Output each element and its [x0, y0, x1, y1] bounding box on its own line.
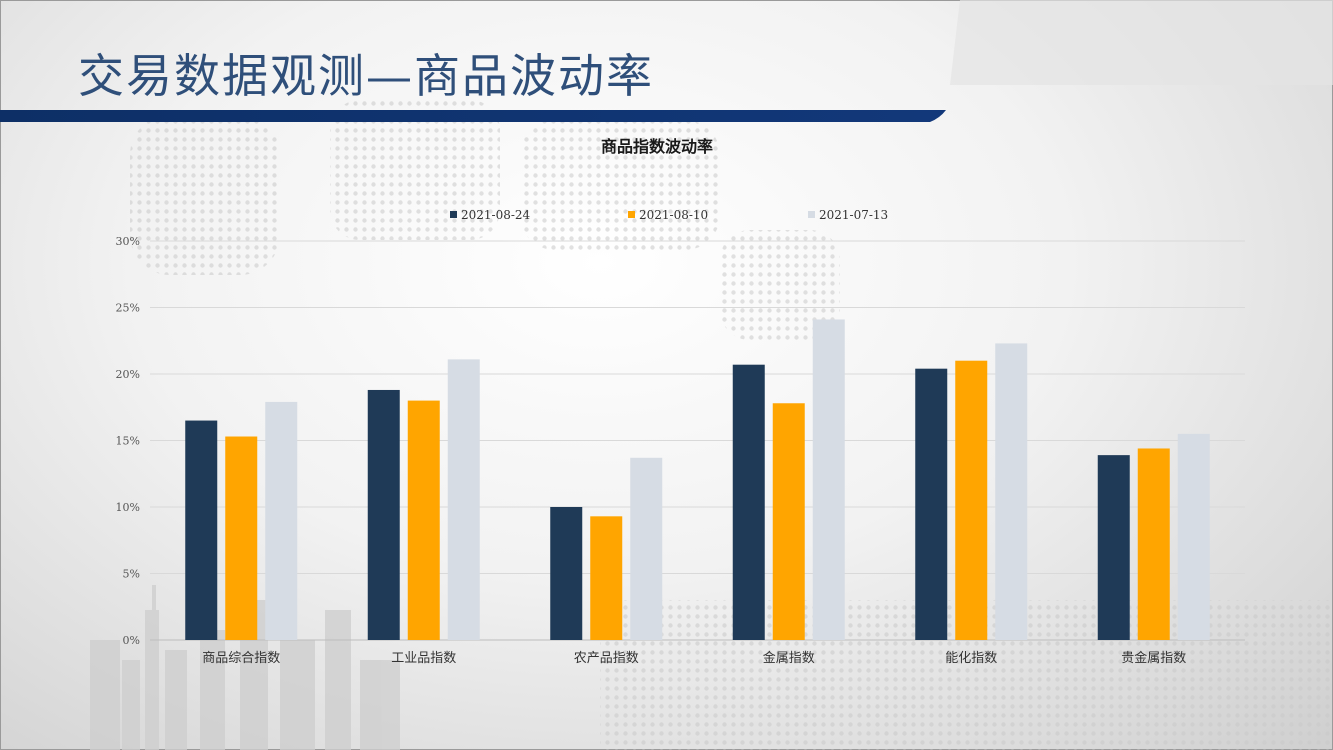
bar-3-5 — [995, 343, 1028, 640]
y-tick-label: 10% — [116, 501, 140, 514]
bar-3-4 — [812, 319, 845, 640]
bar-1-3 — [550, 507, 583, 640]
legend-swatch — [808, 211, 815, 218]
legend-label: 2021-07-13 — [819, 208, 888, 222]
slide-title: 交易数据观测—商品波动率 — [78, 49, 654, 103]
bar-2-2 — [407, 400, 440, 640]
x-tick-label: 金属指数 — [763, 650, 815, 666]
y-tick-label: 30% — [116, 235, 140, 248]
bar-1-5 — [915, 368, 948, 640]
bar-3-2 — [447, 359, 480, 640]
x-axis: 商品综合指数 工业品指数 农产品指数 金属指数 能化指数 贵金属指数 — [202, 650, 1186, 666]
bar-1-6 — [1097, 455, 1130, 640]
bar-2-3 — [590, 516, 623, 640]
bar-2-5 — [955, 360, 988, 640]
legend-swatch — [450, 211, 457, 218]
x-tick-label: 商品综合指数 — [202, 651, 280, 666]
x-tick-label: 工业品指数 — [391, 651, 456, 666]
bars — [185, 319, 1210, 640]
bar-3-1 — [265, 401, 298, 640]
bar-1-2 — [367, 389, 400, 640]
legend-swatch — [628, 211, 635, 218]
bar-2-1 — [225, 436, 258, 640]
bar-3-6 — [1177, 433, 1210, 640]
legend-label: 2021-08-10 — [639, 208, 708, 222]
gridlines — [150, 240, 1245, 641]
bar-2-4 — [772, 403, 805, 640]
x-tick-label: 能化指数 — [945, 651, 997, 666]
bar-1-1 — [185, 420, 218, 640]
y-tick-label: 15% — [116, 435, 140, 448]
bar-3-3 — [630, 457, 663, 640]
chart-title: 商品指数波动率 — [601, 137, 713, 156]
legend-label: 2021-08-24 — [461, 208, 531, 222]
bar-1-4 — [732, 364, 765, 640]
x-tick-label: 贵金属指数 — [1121, 650, 1186, 666]
y-tick-label: 20% — [116, 368, 140, 381]
x-tick-label: 农产品指数 — [574, 651, 639, 666]
y-tick-label: 0% — [123, 634, 140, 647]
y-tick-label: 25% — [116, 302, 140, 315]
bar-2-6 — [1137, 448, 1170, 640]
chart-legend: 2021-08-24 2021-08-10 2021-07-13 — [450, 208, 888, 222]
y-tick-label: 5% — [123, 568, 140, 581]
y-axis: 0% 5% 10% 15% 20% 25% 30% — [116, 235, 140, 647]
